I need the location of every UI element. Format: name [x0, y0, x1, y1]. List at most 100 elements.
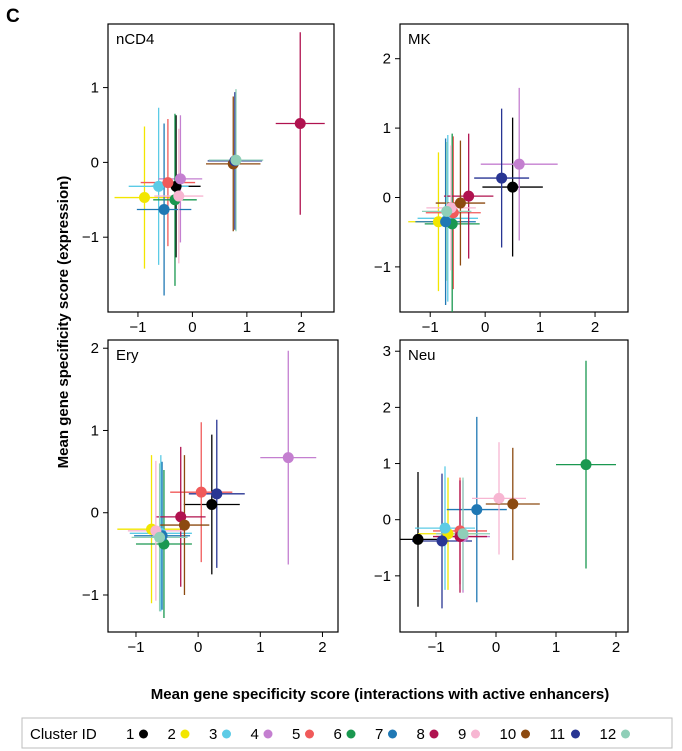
point-cluster-8	[463, 190, 475, 202]
x-tick-label: 2	[297, 319, 305, 336]
legend-marker-5	[305, 729, 314, 739]
plot-frame	[107, 339, 339, 633]
x-tick-label: 2	[318, 639, 326, 656]
point-cluster-7	[440, 216, 452, 228]
x-axis-title: Mean gene specificity score (interaction…	[151, 686, 610, 703]
point-cluster-8	[175, 511, 187, 523]
point-cluster-4	[282, 452, 294, 464]
legend-label-3: 3	[209, 726, 217, 743]
legend-marker-6	[346, 729, 356, 739]
y-tick-label: −1	[82, 587, 99, 604]
plot-ncd4: nCD4 −1 0 1 2 −1 0 1	[82, 23, 335, 336]
y-tick-label: −1	[374, 568, 391, 585]
y-tick-label: 0	[383, 189, 391, 206]
point-cluster-1	[507, 181, 519, 193]
legend-label-7: 7	[375, 726, 383, 743]
legend: Cluster ID 1 2 3 4 5 6 7 8 9 10 11 12	[21, 717, 673, 749]
y-tick-label: 2	[91, 340, 99, 357]
legend-marker-8	[429, 729, 439, 739]
point-cluster-7	[158, 204, 170, 216]
point-cluster-1	[412, 533, 424, 545]
x-tick-label: 1	[243, 319, 251, 336]
x-tick-label: 1	[536, 319, 544, 336]
plot-mk: MK −1 0 1 2 −1 0 1 2	[374, 23, 629, 336]
point-cluster-4	[513, 158, 525, 170]
y-tick-label: 3	[383, 343, 391, 360]
plot-title: nCD4	[116, 31, 154, 48]
point-cluster-5	[195, 486, 207, 498]
x-tick-label: 0	[492, 639, 500, 656]
legend-marker-7	[388, 729, 397, 739]
x-tick-label: 0	[194, 639, 202, 656]
point-cluster-12	[457, 528, 469, 540]
legend-marker-3	[222, 729, 231, 739]
point-cluster-9	[173, 190, 185, 202]
legend-marker-1	[139, 729, 148, 739]
legend-label-10: 10	[500, 726, 517, 743]
legend-label-11: 11	[550, 726, 566, 743]
y-tick-label: 1	[383, 120, 391, 137]
legend-label-6: 6	[334, 726, 342, 743]
y-tick-label: 1	[383, 456, 391, 473]
y-tick-label: −1	[82, 229, 99, 246]
y-tick-label: 0	[383, 512, 391, 529]
plot-frame	[399, 339, 629, 633]
legend-label-2: 2	[168, 726, 176, 743]
point-cluster-1	[206, 499, 218, 511]
point-cluster-10	[507, 498, 519, 510]
x-tick-label: 2	[591, 319, 599, 336]
point-cluster-3	[153, 180, 165, 192]
legend-label-1: 1	[126, 726, 134, 743]
y-tick-label: 2	[383, 399, 391, 416]
legend-label-8: 8	[417, 726, 425, 743]
legend-title: Cluster ID	[30, 726, 97, 743]
point-cluster-10	[454, 197, 466, 209]
point-cluster-12	[154, 531, 166, 543]
x-tick-label: −1	[129, 319, 146, 336]
panel-label: C	[6, 6, 20, 27]
plot-frame	[107, 23, 335, 313]
y-tick-label: 1	[91, 422, 99, 439]
legend-label-9: 9	[458, 726, 466, 743]
legend-marker-10	[521, 729, 530, 739]
point-cluster-11	[436, 535, 448, 547]
x-tick-label: −1	[427, 639, 444, 656]
point-cluster-6	[580, 459, 592, 471]
points	[138, 117, 306, 216]
plot-ery: Ery −1 0 1 2 −1 0 1 2	[82, 339, 339, 656]
x-tick-label: −1	[127, 639, 144, 656]
point-cluster-12	[441, 205, 453, 217]
point-cluster-4	[174, 173, 186, 185]
x-tick-label: −1	[422, 319, 439, 336]
point-cluster-11	[496, 172, 508, 184]
y-tick-label: 1	[91, 80, 99, 97]
x-tick-label: 2	[612, 639, 620, 656]
x-tick-label: 0	[481, 319, 489, 336]
point-cluster-5	[162, 177, 174, 189]
x-tick-label: 1	[552, 639, 560, 656]
points	[146, 452, 294, 550]
point-cluster-9	[493, 492, 505, 504]
legend-marker-12	[621, 729, 630, 739]
legend-label-12: 12	[600, 726, 617, 743]
plot-neu: Neu −1 0 1 2 −1 0 1 2 3	[374, 339, 629, 656]
points	[412, 459, 592, 547]
plot-title: MK	[408, 31, 431, 48]
legend-label-5: 5	[292, 726, 300, 743]
point-cluster-12	[230, 154, 242, 166]
point-cluster-11	[211, 488, 223, 500]
legend-label-4: 4	[251, 726, 259, 743]
y-tick-label: 2	[383, 51, 391, 68]
y-tick-label: 0	[91, 505, 99, 522]
x-tick-label: 0	[188, 319, 196, 336]
point-cluster-10	[178, 519, 190, 531]
legend-marker-2	[180, 729, 190, 739]
legend-marker-4	[263, 729, 273, 739]
x-tick-label: 1	[256, 639, 264, 656]
point-cluster-8	[294, 117, 306, 129]
legend-marker-11	[571, 729, 580, 739]
points	[432, 158, 525, 230]
y-axis-title: Mean gene specificity score (expression)	[55, 176, 72, 469]
plot-title: Neu	[408, 347, 436, 364]
